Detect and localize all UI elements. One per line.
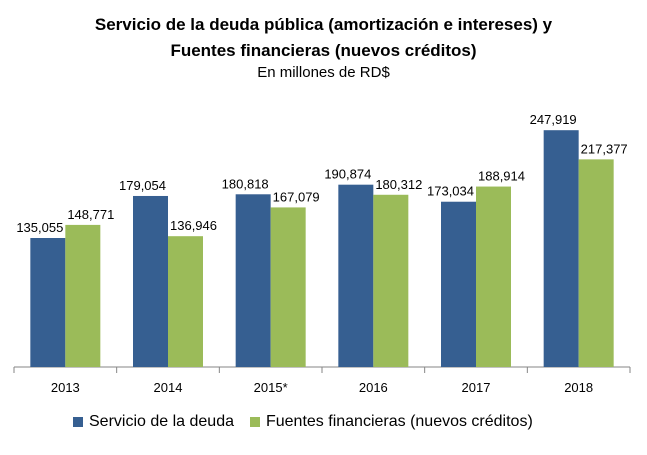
data-label: 217,377	[581, 141, 628, 156]
bar-fuentes	[373, 194, 409, 367]
bar-servicio	[133, 195, 168, 367]
legend-label-fuentes: Fuentes financieras (nuevos créditos)	[265, 413, 533, 430]
data-label: 148,771	[67, 207, 114, 222]
chart-subtitle: En millones de RD$	[257, 64, 390, 81]
legend-swatch-fuentes	[249, 417, 260, 427]
legend-swatch-servicio	[73, 417, 83, 427]
chart-title-line1: Servicio de la deuda pública (amortizaci…	[94, 15, 553, 34]
legend-item-servicio: Servicio de la deuda	[73, 413, 234, 431]
data-label: 136,946	[170, 218, 217, 233]
x-tick-label: 2018	[564, 380, 593, 395]
x-tick-label: 2014	[154, 380, 183, 395]
bar-servicio	[235, 194, 271, 367]
data-label: 173,034	[427, 184, 474, 199]
data-label: 167,079	[273, 189, 320, 204]
data-label: 180,312	[375, 177, 422, 192]
bar-servicio	[441, 201, 476, 367]
bar-fuentes	[168, 236, 203, 367]
legend-label-servicio: Servicio de la deuda	[89, 413, 234, 430]
x-tick-label: 2016	[359, 380, 388, 395]
bar-servicio	[338, 184, 374, 367]
bar-fuentes	[578, 159, 614, 367]
x-tick-label: 2013	[51, 380, 80, 395]
legend-item-fuentes: Fuentes financieras (nuevos créditos)	[249, 413, 533, 431]
data-label: 190,874	[324, 167, 371, 182]
chart-title-line2: Fuentes financieras (nuevos créditos)	[170, 41, 477, 60]
bar-fuentes	[270, 207, 306, 367]
data-label: 247,919	[530, 112, 577, 127]
x-tick-label: 2017	[462, 380, 491, 395]
bar-servicio	[543, 130, 579, 367]
data-label: 188,914	[478, 169, 525, 184]
data-label: 179,054	[119, 178, 166, 193]
x-tick-label: 2015*	[254, 380, 288, 395]
bar-servicio	[30, 237, 66, 367]
data-label: 180,818	[222, 176, 269, 191]
legend: Servicio de la deuda Fuentes financieras…	[73, 413, 543, 431]
bar-fuentes	[65, 224, 101, 367]
data-label: 135,055	[16, 220, 63, 235]
bar-fuentes	[476, 186, 511, 367]
